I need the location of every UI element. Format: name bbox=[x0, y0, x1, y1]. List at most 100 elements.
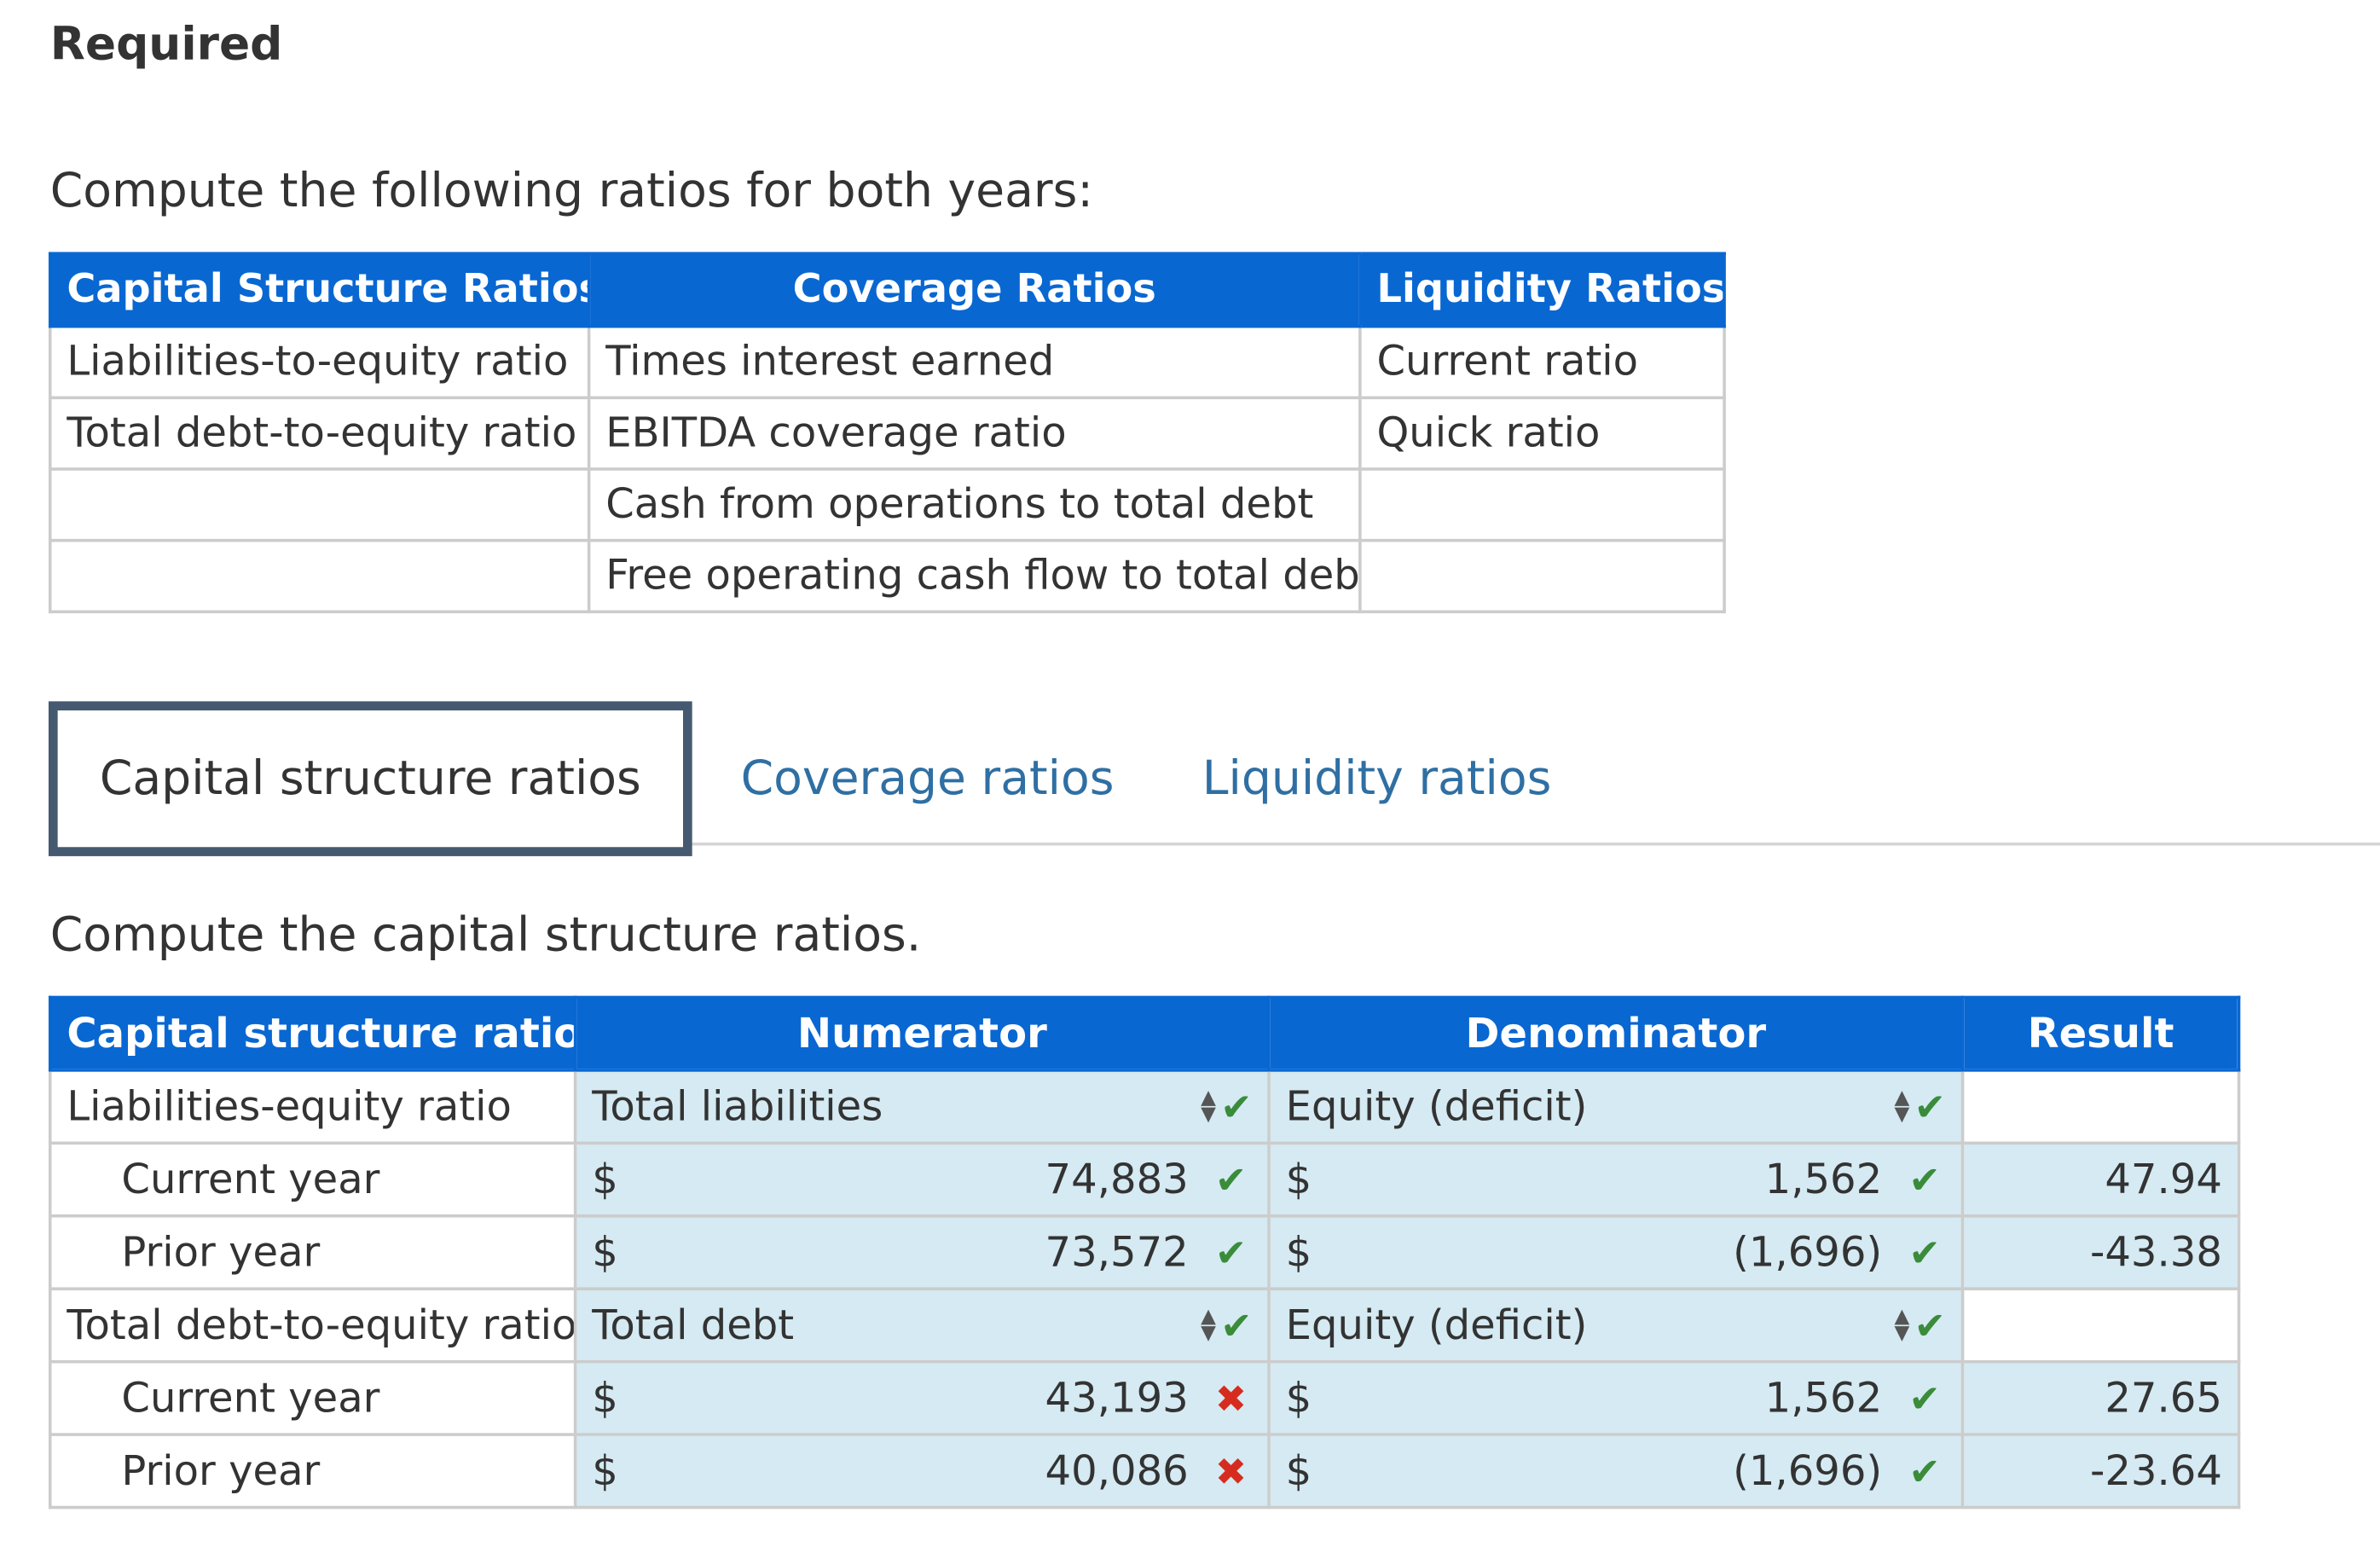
numerator-select-value: Total liabilities bbox=[592, 1083, 883, 1131]
denominator-select-value: Equity (deficit) bbox=[1285, 1301, 1588, 1349]
ratio-label: Liabilities-equity ratio bbox=[48, 1069, 577, 1145]
numerator-value: 43,193 bbox=[1045, 1374, 1189, 1422]
instructions-text: Compute the following ratios for both ye… bbox=[49, 164, 1093, 219]
cross-icon: ✖ bbox=[1214, 1376, 1248, 1421]
year-label: Current year bbox=[48, 1141, 577, 1218]
table-cell: Total debt-to-equity ratio bbox=[48, 396, 591, 471]
header-result: Result bbox=[1960, 995, 2241, 1072]
header-denominator: Denominator bbox=[1267, 995, 1965, 1072]
result-value: -43.38 bbox=[1960, 1214, 2241, 1290]
header-capital-structure-ratios: Capital Structure Ratios bbox=[48, 252, 591, 328]
numerator-value: 74,883 bbox=[1045, 1156, 1189, 1203]
table-row: Total debt-to-equity ratio EBITDA covera… bbox=[48, 396, 1726, 471]
numerator-input[interactable]: $ 43,193 ✖ bbox=[573, 1359, 1271, 1436]
denominator-value: 1,562 bbox=[1764, 1374, 1883, 1422]
required-heading: Required bbox=[49, 18, 283, 72]
select-arrows-icon: ▲ ▼ bbox=[1894, 1087, 1910, 1127]
check-icon: ✔ bbox=[1914, 1084, 1946, 1129]
table-cell: Cash from operations to total debt bbox=[587, 467, 1362, 542]
table-cell: Liabilities-to-equity ratio bbox=[48, 324, 591, 400]
currency-symbol: $ bbox=[1285, 1156, 1312, 1203]
table-row: Prior year $ 40,086 ✖ $ (1,696) ✔ -23.64 bbox=[48, 1433, 2241, 1510]
ratio-group-row: Total debt-to-equity ratio Total debt ▲ ▼… bbox=[48, 1287, 2241, 1364]
tab-coverage-ratios[interactable]: Coverage ratios bbox=[740, 751, 1115, 807]
table-cell: EBITDA coverage ratio bbox=[587, 396, 1362, 471]
table-row: Free operating cash flow to total debt bbox=[48, 538, 1726, 614]
table-row: Current year $ 74,883 ✔ $ 1,562 ✔ 47.94 bbox=[48, 1141, 2241, 1218]
table-row: Prior year $ 73,572 ✔ $ (1,696) ✔ -43.38 bbox=[48, 1214, 2241, 1290]
check-icon: ✔ bbox=[1908, 1157, 1941, 1202]
table-cell: Times interest earned bbox=[587, 324, 1362, 400]
result-value: 27.65 bbox=[1960, 1359, 2241, 1436]
denominator-select-value: Equity (deficit) bbox=[1285, 1083, 1588, 1131]
section-instructions: Compute the capital structure ratios. bbox=[49, 907, 922, 963]
currency-symbol: $ bbox=[592, 1228, 618, 1277]
year-label: Prior year bbox=[48, 1433, 577, 1510]
check-icon: ✔ bbox=[1908, 1449, 1941, 1493]
numerator-select-value: Total debt bbox=[592, 1301, 795, 1349]
table-cell bbox=[1358, 467, 1726, 542]
table-row: Liabilities-to-equity ratio Times intere… bbox=[48, 324, 1726, 400]
table-cell bbox=[48, 467, 591, 542]
denominator-select[interactable]: Equity (deficit) ▲ ▼ ✔ bbox=[1267, 1069, 1965, 1145]
check-icon: ✔ bbox=[1914, 1303, 1946, 1347]
check-icon: ✔ bbox=[1214, 1230, 1248, 1275]
numerator-input[interactable]: $ 73,572 ✔ bbox=[573, 1214, 1271, 1290]
numerator-value: 73,572 bbox=[1045, 1228, 1189, 1277]
denominator-input[interactable]: $ (1,696) ✔ bbox=[1267, 1214, 1965, 1290]
numerator-select[interactable]: Total debt ▲ ▼ ✔ bbox=[573, 1287, 1271, 1364]
result-cell-empty bbox=[1960, 1287, 2241, 1364]
table-cell bbox=[48, 538, 591, 614]
check-icon: ✔ bbox=[1220, 1084, 1253, 1129]
table-cell bbox=[1358, 538, 1726, 614]
ratio-overview-header-row: Capital Structure Ratios Coverage Ratios… bbox=[48, 252, 1726, 328]
result-cell-empty bbox=[1960, 1069, 2241, 1145]
tab-capital-structure-ratios[interactable]: Capital structure ratios bbox=[48, 701, 692, 856]
cross-icon: ✖ bbox=[1214, 1449, 1248, 1493]
currency-symbol: $ bbox=[1285, 1374, 1312, 1422]
select-arrows-icon: ▲ ▼ bbox=[1201, 1087, 1216, 1127]
check-icon: ✔ bbox=[1908, 1376, 1941, 1421]
result-value: 47.94 bbox=[1960, 1141, 2241, 1218]
denominator-input[interactable]: $ 1,562 ✔ bbox=[1267, 1359, 1965, 1436]
table-cell: Free operating cash flow to total debt bbox=[587, 538, 1362, 614]
capital-structure-header-row: Capital structure ratios Numerator Denom… bbox=[48, 995, 2241, 1072]
numerator-value: 40,086 bbox=[1045, 1447, 1189, 1495]
check-icon: ✔ bbox=[1220, 1303, 1253, 1347]
denominator-value: 1,562 bbox=[1764, 1156, 1883, 1203]
ratio-label: Total debt-to-equity ratio bbox=[48, 1287, 577, 1364]
numerator-input[interactable]: $ 74,883 ✔ bbox=[573, 1141, 1271, 1218]
denominator-value: (1,696) bbox=[1733, 1228, 1883, 1277]
table-cell: Current ratio bbox=[1358, 324, 1726, 400]
header-liquidity-ratios: Liquidity Ratios bbox=[1358, 252, 1726, 328]
numerator-select[interactable]: Total liabilities ▲ ▼ ✔ bbox=[573, 1069, 1271, 1145]
check-icon: ✔ bbox=[1908, 1230, 1941, 1275]
ratio-tabs: Capital structure ratios Coverage ratios… bbox=[48, 701, 2380, 856]
ratio-overview-table: Capital Structure Ratios Coverage Ratios… bbox=[48, 252, 1726, 614]
result-value: -23.64 bbox=[1960, 1433, 2241, 1510]
currency-symbol: $ bbox=[592, 1374, 618, 1422]
tab-liquidity-ratios[interactable]: Liquidity ratios bbox=[1202, 751, 1552, 807]
numerator-input[interactable]: $ 40,086 ✖ bbox=[573, 1433, 1271, 1510]
currency-symbol: $ bbox=[592, 1447, 618, 1495]
currency-symbol: $ bbox=[592, 1156, 618, 1203]
denominator-input[interactable]: $ 1,562 ✔ bbox=[1267, 1141, 1965, 1218]
capital-structure-table: Capital structure ratios Numerator Denom… bbox=[48, 995, 2241, 1510]
header-capital-structure: Capital structure ratios bbox=[48, 995, 577, 1072]
denominator-select[interactable]: Equity (deficit) ▲ ▼ ✔ bbox=[1267, 1287, 1965, 1364]
table-row: Cash from operations to total debt bbox=[48, 467, 1726, 542]
check-icon: ✔ bbox=[1214, 1157, 1248, 1202]
select-arrows-icon: ▲ ▼ bbox=[1201, 1305, 1216, 1346]
currency-symbol: $ bbox=[1285, 1447, 1312, 1495]
header-numerator: Numerator bbox=[573, 995, 1271, 1072]
ratio-group-row: Liabilities-equity ratio Total liabiliti… bbox=[48, 1069, 2241, 1145]
denominator-value: (1,696) bbox=[1733, 1447, 1883, 1495]
header-coverage-ratios: Coverage Ratios bbox=[587, 252, 1362, 328]
currency-symbol: $ bbox=[1285, 1228, 1312, 1277]
year-label: Current year bbox=[48, 1359, 577, 1436]
denominator-input[interactable]: $ (1,696) ✔ bbox=[1267, 1433, 1965, 1510]
table-cell: Quick ratio bbox=[1358, 396, 1726, 471]
tab-divider bbox=[48, 842, 2380, 846]
year-label: Prior year bbox=[48, 1214, 577, 1290]
